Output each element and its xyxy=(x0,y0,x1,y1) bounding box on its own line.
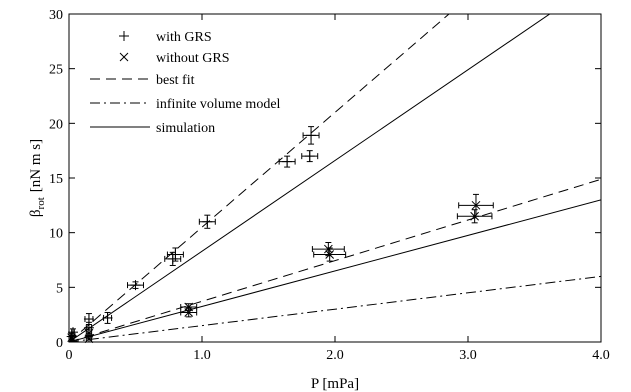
y-axis-label-main: β xyxy=(28,209,44,217)
y-tick-label: 15 xyxy=(49,172,63,187)
x-tick-label: 2.0 xyxy=(326,348,344,363)
data-points xyxy=(66,126,494,344)
x-axis: 0 1.0 2.0 3.0 4.0 xyxy=(66,14,610,363)
legend-label-best-fit: best fit xyxy=(156,73,195,88)
x-tick-label: 4.0 xyxy=(592,348,610,363)
x-tick-label: 1.0 xyxy=(193,348,211,363)
y-tick-label: 30 xyxy=(49,8,63,23)
legend-marker-with-grs xyxy=(119,31,129,41)
y-tick-label: 10 xyxy=(49,227,63,242)
data-point-plus xyxy=(83,313,94,326)
x-axis-label: P [mPa] xyxy=(311,376,359,392)
line-best-fit xyxy=(69,178,601,342)
line-best-fit xyxy=(69,14,450,342)
y-tick-label: 0 xyxy=(56,336,63,351)
legend: with GRS without GRS best fit infinite v… xyxy=(90,30,281,136)
line-simulation xyxy=(69,14,551,342)
y-axis-label: βrot [nN m s] xyxy=(28,139,47,217)
data-point-plus xyxy=(301,150,319,163)
line-infinite-volume-model xyxy=(69,275,601,342)
data-point-x xyxy=(313,247,347,262)
y-axis: 0 5 10 15 20 25 30 xyxy=(49,8,601,351)
y-tick-label: 25 xyxy=(49,63,63,78)
data-point-x xyxy=(458,193,494,217)
data-point-plus xyxy=(166,247,184,262)
legend-label-infinite-volume: infinite volume model xyxy=(156,97,281,112)
data-point-x xyxy=(180,307,198,318)
legend-label-with-grs: with GRS xyxy=(156,30,212,45)
y-axis-label-sub: rot xyxy=(35,197,47,209)
legend-label-simulation: simulation xyxy=(156,121,215,136)
data-point-plus xyxy=(278,155,296,168)
legend-marker-without-grs xyxy=(119,52,129,62)
svg-text:βrot[nN m s]: βrot [nN m s] xyxy=(28,139,47,217)
data-point-x xyxy=(311,242,345,257)
data-point-plus xyxy=(127,280,144,291)
line-simulation xyxy=(69,199,601,342)
y-tick-label: 5 xyxy=(56,281,63,296)
legend-label-without-grs: without GRS xyxy=(156,51,230,66)
data-point-plus xyxy=(102,311,113,324)
data-point-plus xyxy=(302,126,320,145)
fit-lines xyxy=(69,14,601,342)
data-point-plus xyxy=(198,214,216,229)
y-axis-label-unit: [nN m s] xyxy=(28,139,44,192)
x-tick-label: 0 xyxy=(66,348,73,363)
data-point-x xyxy=(84,328,94,338)
y-tick-label: 20 xyxy=(49,117,63,132)
data-point-x xyxy=(180,302,198,312)
x-tick-label: 3.0 xyxy=(459,348,477,363)
plot-area xyxy=(68,13,602,343)
